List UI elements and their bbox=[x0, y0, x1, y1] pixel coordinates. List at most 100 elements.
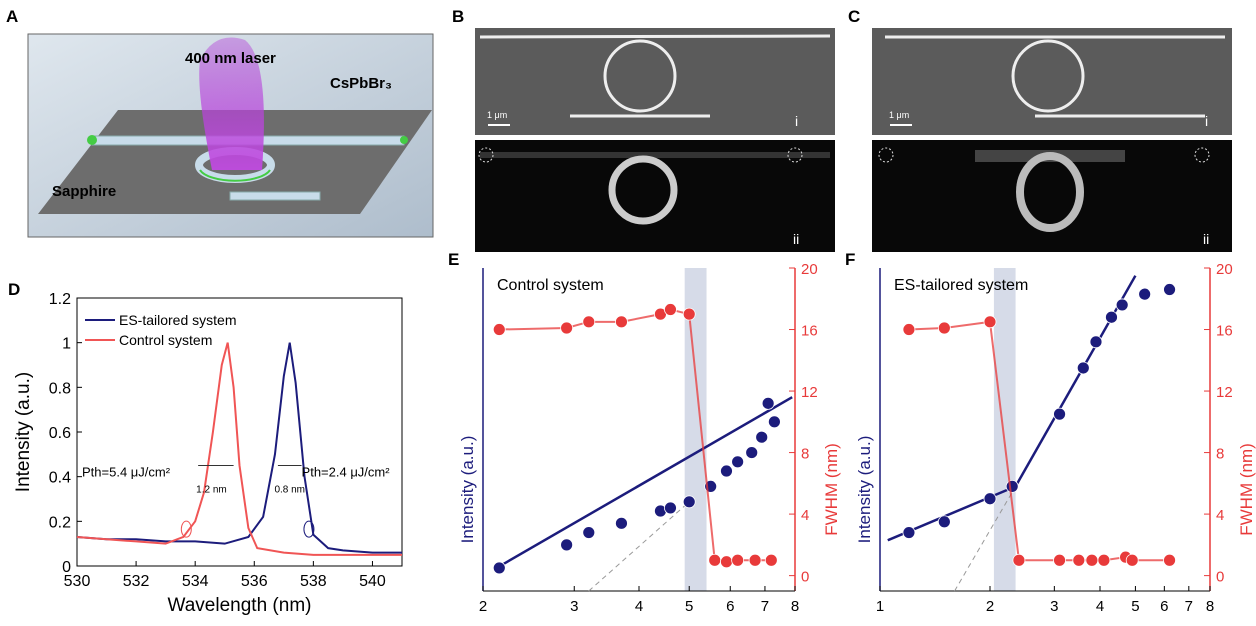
y-tick-label: 0.4 bbox=[49, 470, 71, 487]
connect-line bbox=[499, 310, 771, 562]
fit-line bbox=[494, 397, 792, 569]
data-point bbox=[1116, 299, 1128, 311]
data-point bbox=[683, 308, 695, 320]
annotation: Control system bbox=[497, 277, 604, 294]
data-point bbox=[709, 554, 721, 566]
data-point bbox=[938, 516, 950, 528]
data-point bbox=[720, 465, 732, 477]
data-point bbox=[1164, 554, 1176, 566]
data-point bbox=[938, 322, 950, 334]
y2-tick-label: 4 bbox=[1216, 507, 1224, 524]
x-tick-label: 2 bbox=[986, 598, 994, 615]
x-tick-label: 538 bbox=[300, 573, 327, 590]
data-point bbox=[1164, 284, 1176, 296]
y2-tick-label: 0 bbox=[801, 569, 809, 586]
data-point bbox=[493, 562, 505, 574]
panel-label: E bbox=[448, 250, 459, 269]
x-tick-label: 5 bbox=[1131, 598, 1139, 615]
annotation: Pth=5.4 μJ/cm² bbox=[82, 465, 171, 480]
data-point bbox=[664, 502, 676, 514]
y2-tick-label: 20 bbox=[1216, 261, 1233, 278]
data-point bbox=[749, 554, 761, 566]
data-point bbox=[732, 554, 744, 566]
y-tick-label: 0 bbox=[62, 559, 71, 576]
y-axis-label: Intensity (a.u.) bbox=[13, 372, 34, 492]
y-tick-label: 1 bbox=[62, 336, 71, 353]
x-tick-label: 8 bbox=[791, 598, 799, 615]
data-point bbox=[1006, 480, 1018, 492]
annotation: 1.2 nm bbox=[196, 484, 227, 495]
x-tick-label: 534 bbox=[182, 573, 209, 590]
annotation: 0.8 nm bbox=[274, 484, 305, 495]
substrate-label: Sapphire bbox=[52, 183, 116, 200]
x-tick-label: 8 bbox=[1206, 598, 1214, 615]
chart-panel: E2345678048121620Pump intensity (μJ/cm²)… bbox=[448, 250, 841, 621]
y2-tick-label: 8 bbox=[1216, 446, 1224, 463]
y-axis-label: Intensity (a.u.) bbox=[855, 436, 874, 544]
x-tick-label: 3 bbox=[570, 598, 578, 615]
subpanel-label: i bbox=[1205, 113, 1208, 129]
data-point bbox=[762, 397, 774, 409]
x-tick-label: 2 bbox=[479, 598, 487, 615]
scale-label: 1 μm bbox=[889, 110, 909, 120]
subpanel-label: ii bbox=[1203, 231, 1209, 247]
data-point bbox=[493, 324, 505, 336]
data-point bbox=[1013, 554, 1025, 566]
y-axis-label: Intensity (a.u.) bbox=[458, 436, 477, 544]
y2-tick-label: 12 bbox=[801, 384, 818, 401]
data-point bbox=[984, 493, 996, 505]
annotation: Pth=2.4 μJ/cm² bbox=[302, 465, 391, 480]
data-point bbox=[1054, 554, 1066, 566]
highlight-band bbox=[994, 268, 1016, 591]
data-point bbox=[1073, 554, 1085, 566]
x-axis-label: Wavelength (nm) bbox=[168, 595, 312, 616]
panel-label: C bbox=[848, 7, 860, 26]
panel-a: A 400 nm laser CsPbBr₃ Sapphire bbox=[6, 7, 433, 237]
data-point bbox=[903, 527, 915, 539]
legend-label: ES-tailored system bbox=[119, 312, 236, 328]
y2-tick-label: 16 bbox=[801, 323, 818, 340]
data-point bbox=[583, 527, 595, 539]
x-tick-label: 7 bbox=[761, 598, 769, 615]
waveguide bbox=[480, 36, 830, 37]
data-point bbox=[1090, 336, 1102, 348]
data-point bbox=[1054, 408, 1066, 420]
data-point bbox=[615, 517, 627, 529]
laser-label: 400 nm laser bbox=[185, 50, 276, 67]
y2-tick-label: 20 bbox=[801, 261, 818, 278]
material-label: CsPbBr₃ bbox=[330, 75, 392, 92]
panel-b: B 1 μm i ii bbox=[452, 7, 835, 252]
data-point bbox=[984, 316, 996, 328]
y-tick-label: 0.2 bbox=[49, 514, 71, 531]
sem-image bbox=[872, 28, 1232, 135]
x-tick-label: 536 bbox=[241, 573, 268, 590]
data-point bbox=[561, 539, 573, 551]
x-tick-label: 532 bbox=[123, 573, 150, 590]
data-point bbox=[720, 556, 732, 568]
y2-tick-label: 0 bbox=[1216, 569, 1224, 586]
data-point bbox=[756, 431, 768, 443]
y2-tick-label: 8 bbox=[801, 446, 809, 463]
y2-tick-label: 16 bbox=[1216, 323, 1233, 340]
data-point bbox=[1086, 554, 1098, 566]
chart-panel: F12345678048121620Pump intensity (μJ/cm²… bbox=[845, 250, 1256, 621]
panel-label: A bbox=[6, 7, 18, 26]
line-series bbox=[77, 343, 402, 553]
data-point bbox=[768, 416, 780, 428]
data-point bbox=[1098, 554, 1110, 566]
x-tick-label: 540 bbox=[359, 573, 386, 590]
x-tick-label: 4 bbox=[635, 598, 643, 615]
x-tick-label: 1 bbox=[876, 598, 884, 615]
data-point bbox=[732, 456, 744, 468]
data-point bbox=[1126, 554, 1138, 566]
y2-tick-label: 4 bbox=[801, 507, 809, 524]
line-series bbox=[77, 343, 402, 555]
y2-axis-label: FWHM (nm) bbox=[1237, 443, 1256, 536]
panel-c: C 1 μm i ii bbox=[848, 7, 1232, 252]
data-point bbox=[583, 316, 595, 328]
y2-tick-label: 12 bbox=[1216, 384, 1233, 401]
subpanel-label: i bbox=[795, 113, 798, 129]
x-tick-label: 4 bbox=[1096, 598, 1104, 615]
x-tick-label: 6 bbox=[1160, 598, 1168, 615]
data-point bbox=[561, 322, 573, 334]
